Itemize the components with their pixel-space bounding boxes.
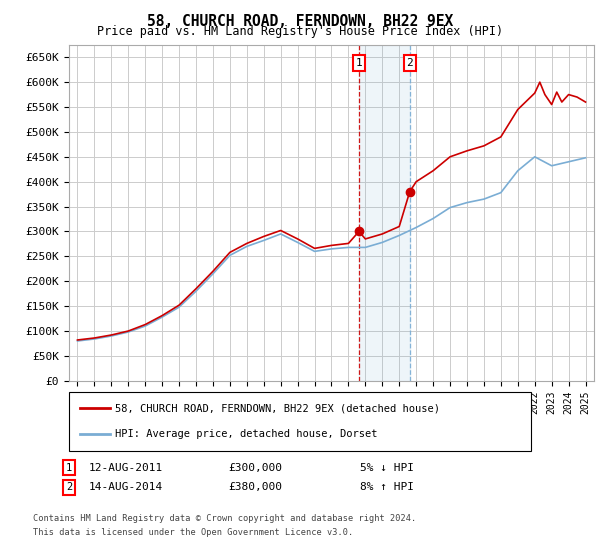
Text: £300,000: £300,000: [228, 463, 282, 473]
Text: Contains HM Land Registry data © Crown copyright and database right 2024.: Contains HM Land Registry data © Crown c…: [33, 514, 416, 523]
Text: Price paid vs. HM Land Registry's House Price Index (HPI): Price paid vs. HM Land Registry's House …: [97, 25, 503, 38]
Text: 2: 2: [66, 482, 72, 492]
Text: This data is licensed under the Open Government Licence v3.0.: This data is licensed under the Open Gov…: [33, 528, 353, 536]
Text: 8% ↑ HPI: 8% ↑ HPI: [360, 482, 414, 492]
Text: 14-AUG-2014: 14-AUG-2014: [89, 482, 163, 492]
Text: 2: 2: [406, 58, 413, 68]
Text: 12-AUG-2011: 12-AUG-2011: [89, 463, 163, 473]
Text: 5% ↓ HPI: 5% ↓ HPI: [360, 463, 414, 473]
Text: 1: 1: [356, 58, 362, 68]
Bar: [359, 45, 410, 381]
Text: 58, CHURCH ROAD, FERNDOWN, BH22 9EX (detached house): 58, CHURCH ROAD, FERNDOWN, BH22 9EX (det…: [115, 403, 440, 413]
Text: HPI: Average price, detached house, Dorset: HPI: Average price, detached house, Dors…: [115, 430, 377, 440]
Text: 1: 1: [66, 463, 72, 473]
Text: 58, CHURCH ROAD, FERNDOWN, BH22 9EX: 58, CHURCH ROAD, FERNDOWN, BH22 9EX: [147, 14, 453, 29]
Text: £380,000: £380,000: [228, 482, 282, 492]
